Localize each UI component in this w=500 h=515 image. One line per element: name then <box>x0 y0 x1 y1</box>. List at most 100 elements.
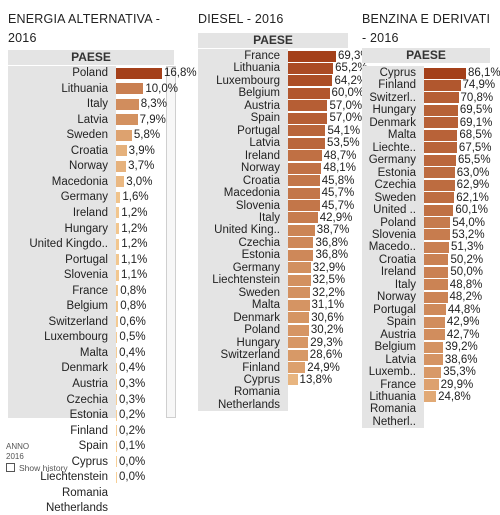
country-label[interactable]: Macedonia <box>223 187 280 200</box>
bar[interactable] <box>424 117 458 129</box>
country-label[interactable]: Slovenia <box>235 199 280 212</box>
country-label[interactable]: Italy <box>86 98 108 111</box>
country-label[interactable]: Netherl.. <box>372 415 416 428</box>
country-label[interactable]: Cyprus <box>243 373 280 386</box>
country-label[interactable]: Malta <box>387 129 416 142</box>
country-label[interactable]: Poland <box>72 67 108 79</box>
country-label[interactable]: Slovenia <box>63 269 108 282</box>
bar[interactable] <box>116 409 117 421</box>
country-label[interactable]: France <box>244 50 280 62</box>
bar[interactable] <box>288 324 309 336</box>
bar[interactable] <box>288 200 320 212</box>
country-label[interactable]: Switzerland <box>220 349 280 362</box>
bar[interactable] <box>288 312 310 324</box>
bar[interactable] <box>424 379 439 390</box>
country-label[interactable]: Hungary <box>372 104 416 117</box>
bar[interactable] <box>424 179 455 191</box>
bar[interactable] <box>288 262 311 274</box>
bar[interactable] <box>424 316 445 328</box>
country-label[interactable]: Hungary <box>64 222 108 235</box>
bar[interactable] <box>424 266 449 278</box>
country-label[interactable]: Poland <box>380 216 416 229</box>
country-label[interactable]: Finland <box>242 361 280 374</box>
country-label[interactable]: Spain <box>78 440 108 453</box>
country-label[interactable]: Poland <box>244 324 280 337</box>
bar[interactable] <box>424 391 437 403</box>
bar[interactable] <box>116 471 117 483</box>
bar[interactable] <box>116 440 117 452</box>
country-label[interactable]: Cyprus <box>71 455 108 468</box>
country-label[interactable]: Norway <box>377 291 416 304</box>
country-label[interactable]: Estonia <box>69 409 108 422</box>
bar[interactable] <box>116 114 138 126</box>
bar[interactable] <box>288 299 310 311</box>
country-label[interactable]: Portugal <box>373 303 416 316</box>
country-label[interactable]: Luxemb.. <box>368 366 416 379</box>
bar[interactable] <box>288 50 336 62</box>
bar[interactable] <box>288 274 311 286</box>
country-label[interactable]: Italy <box>394 278 416 291</box>
column-header-paese[interactable]: PAESE <box>198 33 348 48</box>
country-label[interactable]: United King.. <box>214 224 280 237</box>
country-label[interactable]: Germany <box>368 154 416 167</box>
country-label[interactable]: Estonia <box>241 249 280 262</box>
bar[interactable] <box>116 394 117 406</box>
bar[interactable] <box>424 304 446 316</box>
country-label[interactable]: Liechte.. <box>372 141 416 154</box>
country-label[interactable]: Croatia <box>378 253 416 266</box>
country-label[interactable]: Lithuania <box>369 390 416 403</box>
country-label[interactable]: Spain <box>250 112 280 125</box>
show-history-checkbox[interactable] <box>6 463 15 472</box>
country-label[interactable]: Norway <box>69 160 108 173</box>
column-header-paese[interactable]: PAESE <box>362 48 490 63</box>
bar[interactable] <box>116 269 119 281</box>
bar[interactable] <box>288 237 314 249</box>
bar[interactable] <box>116 378 117 390</box>
bar[interactable] <box>288 150 322 162</box>
country-label[interactable]: Belgium <box>238 87 280 100</box>
country-label[interactable]: United .. <box>373 204 416 217</box>
bar[interactable] <box>288 362 306 373</box>
bar[interactable] <box>116 67 162 79</box>
country-label[interactable]: Liechtenstein <box>212 274 280 287</box>
bar[interactable] <box>288 137 326 149</box>
bar[interactable] <box>424 192 455 204</box>
country-label[interactable]: Denmark <box>369 116 416 129</box>
bar[interactable] <box>424 129 458 141</box>
bar[interactable] <box>116 160 127 172</box>
country-label[interactable]: Czechia <box>66 393 108 406</box>
country-label[interactable]: France <box>72 284 108 297</box>
country-label[interactable]: Netherlands <box>217 398 280 411</box>
country-label[interactable]: Macedonia <box>51 175 108 188</box>
country-label[interactable]: Switzerland <box>48 315 108 328</box>
country-label[interactable]: Hungary <box>236 336 280 349</box>
country-label[interactable]: Croatia <box>242 174 280 187</box>
bar[interactable] <box>424 154 456 166</box>
bar[interactable] <box>116 176 125 188</box>
country-label[interactable]: Cyprus <box>379 67 416 79</box>
bar[interactable] <box>424 104 458 116</box>
country-label[interactable]: Denmark <box>61 362 108 375</box>
country-label[interactable]: United Kingdo.. <box>29 238 108 251</box>
bar[interactable] <box>116 316 118 328</box>
country-label[interactable]: Portugal <box>237 124 280 137</box>
bar[interactable] <box>288 287 311 299</box>
bar[interactable] <box>424 254 449 266</box>
country-label[interactable]: Malta <box>251 299 280 312</box>
country-label[interactable]: Czechia <box>374 179 416 192</box>
column-header-paese[interactable]: PAESE <box>8 50 174 65</box>
bar[interactable] <box>288 187 320 199</box>
country-label[interactable]: Belgium <box>374 341 416 354</box>
country-label[interactable]: Macedo.. <box>368 241 416 254</box>
bar[interactable] <box>288 337 309 349</box>
country-label[interactable]: Sweden <box>66 129 108 142</box>
country-label[interactable]: Latvia <box>249 137 280 150</box>
bar[interactable] <box>116 145 127 157</box>
bar[interactable] <box>116 223 120 234</box>
country-label[interactable]: Romania <box>369 403 416 416</box>
bar[interactable] <box>424 92 459 104</box>
country-label[interactable]: Liechtenstein <box>40 471 108 484</box>
bar[interactable] <box>424 354 443 366</box>
country-label[interactable]: Malta <box>79 346 108 359</box>
country-label[interactable]: Sweden <box>238 286 280 299</box>
